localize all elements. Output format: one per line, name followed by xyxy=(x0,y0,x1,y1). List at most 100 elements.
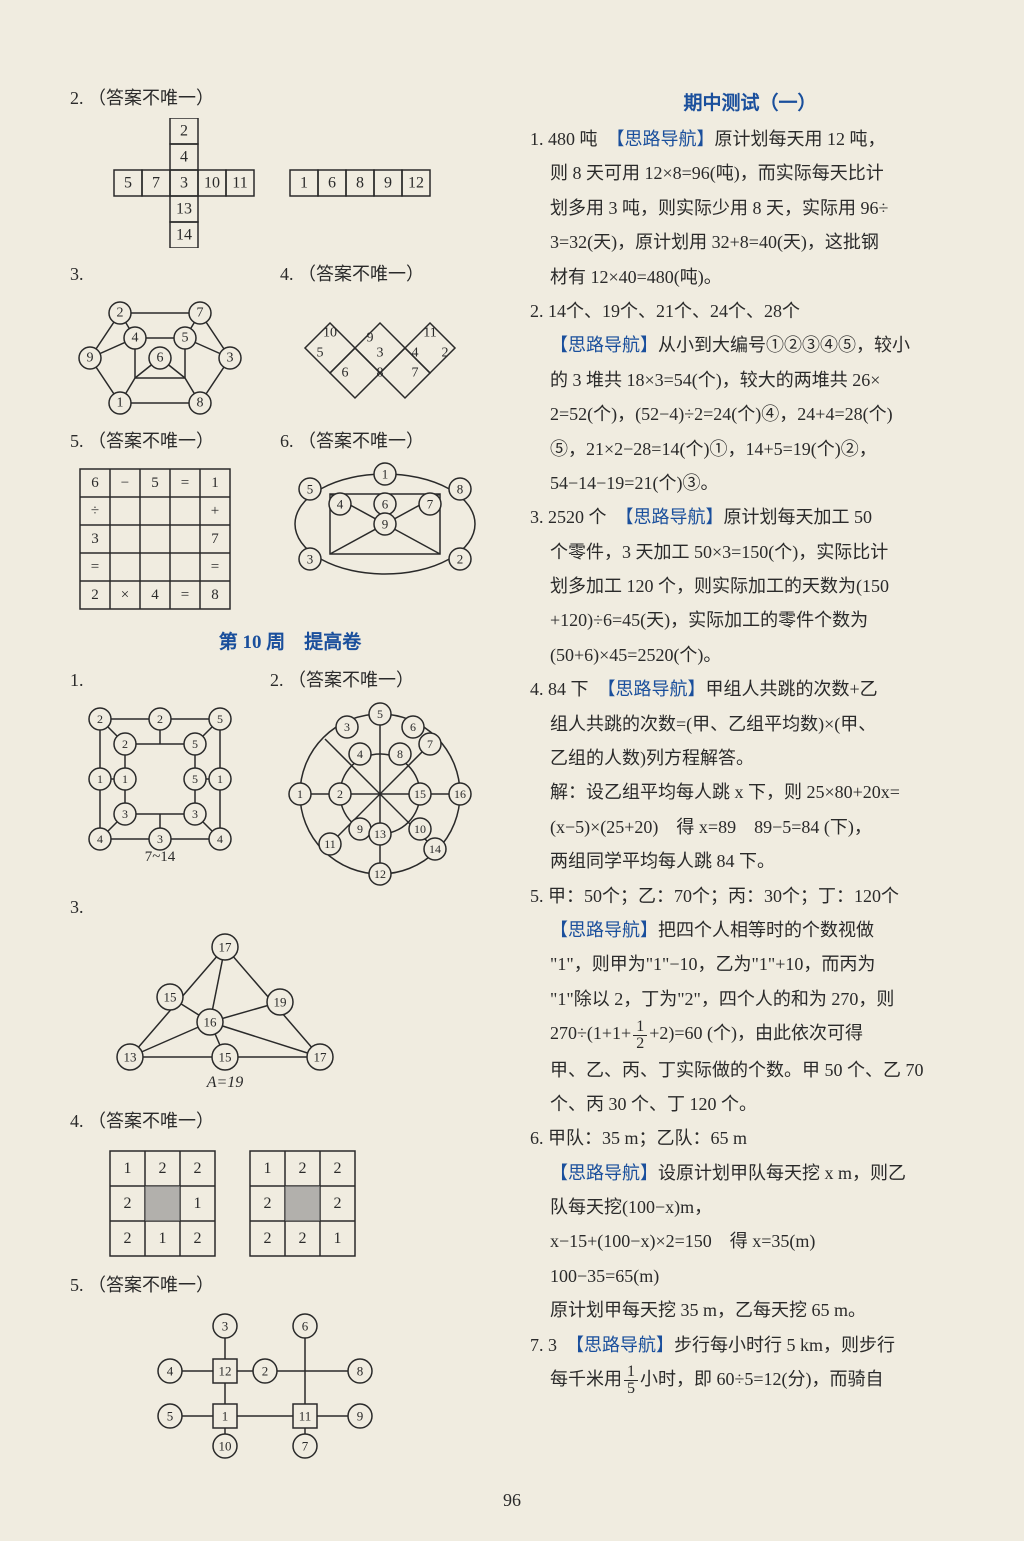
svg-text:2: 2 xyxy=(299,1230,307,1247)
svg-text:4: 4 xyxy=(132,330,139,345)
svg-text:2: 2 xyxy=(264,1230,272,1247)
body-line: ⑤，21×2−28=14(个)①，14+5=19(个)②， xyxy=(550,433,970,465)
body-line: 甲、乙、丙、丁实际做的个数。甲 50 个、乙 70 xyxy=(550,1054,970,1086)
svg-text:1: 1 xyxy=(159,1230,167,1247)
svg-text:15: 15 xyxy=(164,989,177,1004)
svg-text:5: 5 xyxy=(151,475,159,491)
svg-text:7: 7 xyxy=(197,305,204,320)
body-line: 2=52(个)，(52−4)÷2=24(个)④，24+4=28(个) xyxy=(550,398,970,430)
hint-label: 【思路导航】 xyxy=(550,335,658,355)
body-line: +120)÷6=45(天)，实际加工的零件个数为 xyxy=(550,604,970,636)
svg-text:6: 6 xyxy=(328,175,336,192)
svg-text:1: 1 xyxy=(97,772,103,786)
svg-text:5: 5 xyxy=(307,482,314,497)
svg-text:8: 8 xyxy=(457,482,464,497)
w5-line: 5. （答案不唯一） xyxy=(70,1269,510,1301)
hint-label: 【思路导航】 xyxy=(616,129,715,149)
svg-text:1: 1 xyxy=(334,1230,342,1247)
svg-text:2: 2 xyxy=(334,1195,342,1212)
svg-text:3: 3 xyxy=(344,720,350,734)
q4a-num: 4. xyxy=(280,264,294,284)
w4-note: （答案不唯一） xyxy=(88,1111,214,1131)
svg-text:3: 3 xyxy=(91,531,99,547)
svg-text:12: 12 xyxy=(219,1363,232,1378)
svg-text:10: 10 xyxy=(219,1438,232,1453)
svg-text:3: 3 xyxy=(377,345,384,360)
svg-text:3: 3 xyxy=(122,807,128,821)
svg-text:4: 4 xyxy=(217,832,223,846)
svg-text:2: 2 xyxy=(264,1195,272,1212)
q5-note: （答案不唯一） xyxy=(88,431,214,451)
svg-text:8: 8 xyxy=(356,175,364,192)
svg-text:7: 7 xyxy=(302,1438,309,1453)
grids-diagram: 12221212 12222221 xyxy=(100,1141,510,1261)
left-column: 2. （答案不唯一） 2 4 5 7 3 10 xyxy=(70,80,510,1474)
hint-label: 【思路导航】 xyxy=(575,1335,674,1355)
svg-text:6: 6 xyxy=(157,350,164,365)
hint-label: 【思路导航】 xyxy=(550,920,658,940)
svg-text:9: 9 xyxy=(357,822,363,836)
w4-line: 4. （答案不唯一） xyxy=(70,1105,510,1137)
fraction: 15 xyxy=(624,1364,638,1397)
item-answer: 2520 个 xyxy=(548,507,625,527)
svg-text:7: 7 xyxy=(412,365,419,380)
svg-text:11: 11 xyxy=(299,1408,312,1423)
svg-text:10: 10 xyxy=(204,175,220,192)
svg-text:16: 16 xyxy=(204,1014,218,1029)
svg-text:2: 2 xyxy=(97,712,103,726)
item-answer: 甲队：35 m；乙队：65 m xyxy=(548,1128,765,1148)
midterm-title: 期中测试（一） xyxy=(530,88,970,115)
svg-text:1: 1 xyxy=(297,787,303,801)
svg-text:÷: ÷ xyxy=(91,503,99,519)
q5-q6-row: 5. （答案不唯一） 6−5=1÷+37==2×4=8 6. （答案不唯一） xyxy=(70,423,510,619)
svg-text:16: 16 xyxy=(454,787,466,801)
answer-line: 3. 2520 个 【思路导航】原计划每天加工 50 xyxy=(530,501,970,533)
body-line: (50+6)×45=2520(个)。 xyxy=(550,639,970,671)
svg-text:7~14: 7~14 xyxy=(145,849,176,865)
answer-line: 5. 甲：50个；乙：70个；丙：30个；丁：120个 xyxy=(530,880,970,912)
svg-text:11: 11 xyxy=(324,837,336,851)
hint-body: 【思路导航】把四个人相等时的个数视做 xyxy=(550,914,970,946)
frac-line: 270÷(1+1+12+2)=60 (个)，由此依次可得 xyxy=(550,1017,970,1051)
body-line: 划多加工 120 个，则实际加工的天数为(150 xyxy=(550,570,970,602)
svg-text:A=19: A=19 xyxy=(206,1074,244,1091)
item-num: 4. xyxy=(530,679,548,699)
svg-text:2: 2 xyxy=(180,123,188,140)
svg-text:3: 3 xyxy=(222,1318,229,1333)
item-answer: 84 下 xyxy=(548,679,607,699)
svg-text:1: 1 xyxy=(122,772,128,786)
svg-text:6: 6 xyxy=(91,475,99,491)
body-line: 则 8 天可用 12×8=96(吨)，而实际每天比计 xyxy=(550,157,970,189)
svg-text:2: 2 xyxy=(457,552,464,567)
svg-text:5: 5 xyxy=(192,737,198,751)
svg-text:=: = xyxy=(91,559,99,575)
body-line: 队每天挖(100−x)m， xyxy=(550,1191,970,1223)
svg-text:8: 8 xyxy=(397,747,403,761)
item-num: 2. xyxy=(530,301,548,321)
w5-num: 5. xyxy=(70,1275,84,1295)
svg-text:8: 8 xyxy=(197,395,204,410)
grid5-diagram: 6−5=1÷+37==2×4=8 xyxy=(70,459,240,619)
svg-text:3: 3 xyxy=(227,350,234,365)
svg-text:5: 5 xyxy=(377,707,383,721)
q5-line: 5. （答案不唯一） xyxy=(70,425,270,457)
item-num: 5. xyxy=(530,886,548,906)
hint-label: 【思路导航】 xyxy=(625,507,724,527)
svg-text:12: 12 xyxy=(374,867,386,881)
svg-text:3: 3 xyxy=(180,175,188,192)
q2-note: （答案不唯一） xyxy=(88,88,214,108)
body-text: 原计划每天加工 50 xyxy=(724,507,873,527)
svg-text:10: 10 xyxy=(414,822,426,836)
svg-text:1: 1 xyxy=(211,475,219,491)
item-num: 7. xyxy=(530,1335,548,1355)
svg-text:4: 4 xyxy=(151,587,159,603)
tri-diagram: 17 1519 16 131517 A=19 xyxy=(100,927,510,1097)
svg-text:=: = xyxy=(211,559,219,575)
ladder-diagram: 36 41228 51119 107 xyxy=(150,1306,510,1466)
svg-text:=: = xyxy=(181,475,189,491)
svg-text:14: 14 xyxy=(429,842,441,856)
svg-text:9: 9 xyxy=(382,517,389,532)
answer-line: 6. 甲队：35 m；乙队：65 m xyxy=(530,1122,970,1154)
item-num: 6. xyxy=(530,1128,548,1148)
svg-text:2: 2 xyxy=(122,737,128,751)
